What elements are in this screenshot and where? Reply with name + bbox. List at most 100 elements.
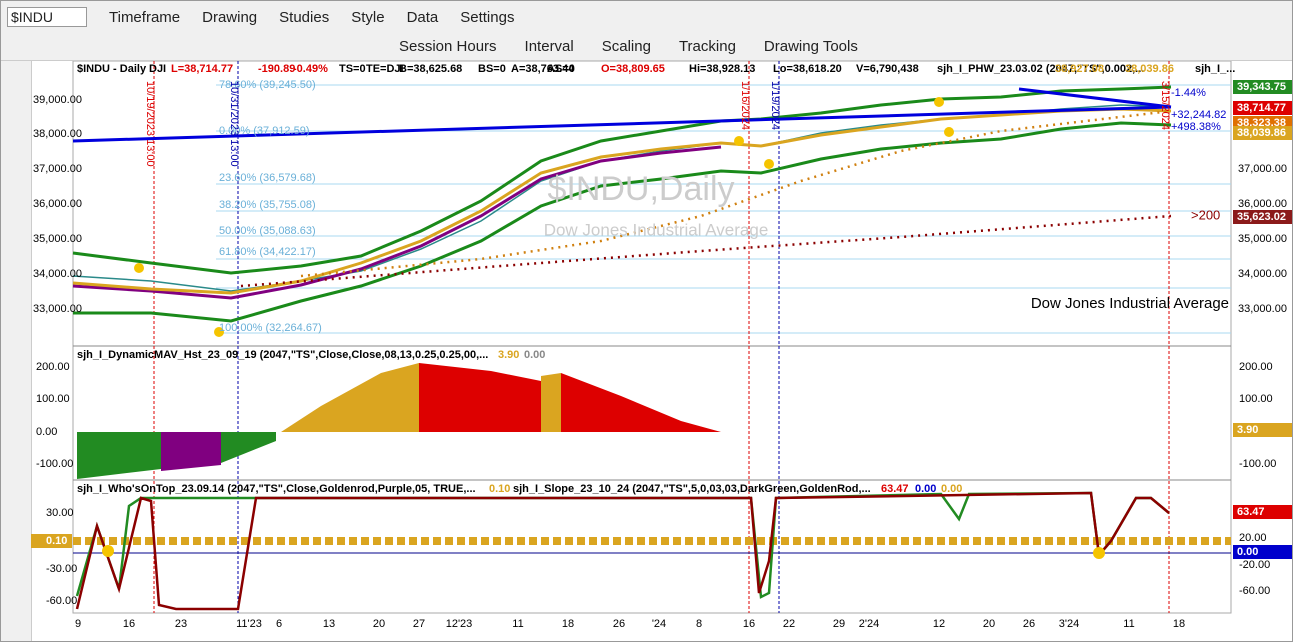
time-label: 9 [75,618,81,630]
axis-label: 20.00 [1239,532,1267,544]
header-text: sjh_I_PHW_23.03.02 (2047,"TS",0.002,... [937,63,1144,75]
second-toolbar: Session Hours Interval Scaling Tracking Draw… [1,33,1292,61]
toolbar-button[interactable]: Timeframe [109,8,181,26]
time-label: 11'23 [236,618,262,630]
header-text: O=38,809.65 [601,63,665,75]
header-text: 38,927.08 [1055,63,1104,75]
axis-label: 37,000.00 [33,163,82,175]
fib-label: 78.60% (39,245.50) [219,79,316,91]
axis-label: 34,000.00 [33,268,82,280]
value-flag [1233,505,1292,519]
session-marker: 1/16/2024 [739,81,751,130]
toolbar-button[interactable]: Data [406,8,439,26]
header-text: 0.10 [489,483,510,495]
value-flag: 0.00 [1237,546,1258,558]
ma-label: >200 [1191,207,1220,222]
time-label: 6 [276,618,282,630]
header-text: V=6,790,438 [856,63,919,75]
toolbar-button[interactable]: Style [351,8,385,26]
axis-label: 35,000.00 [1238,233,1287,245]
value-flag [1233,101,1292,115]
axis-label: 37,000.00 [1238,163,1287,175]
header-text: 0.00 [524,349,545,361]
header-text: L=38,714.77 [171,63,233,75]
time-label: 3'24 [1059,618,1079,630]
time-label: 16 [123,618,135,630]
toolbar-button[interactable]: Tracking [678,38,736,55]
price-flag: 38,323.38 [1237,117,1286,129]
axis-label: 200.00 [1239,361,1273,373]
fib-label: 61.80% (34,422.17) [219,246,316,258]
trend-label: +32,244.82 [1171,109,1226,121]
axis-label: 30.00 [46,507,74,519]
watermark: $INDU,Daily [547,170,734,208]
toolbar-button[interactable]: Scaling [601,38,651,55]
fib-label: 23.60% (36,579.68) [219,172,316,184]
top-toolbar: $INDU Timeframe Drawing Studies Style Data Se… [1,1,1292,34]
header-text: Lo=38,618.20 [773,63,842,75]
value-flag [1233,423,1292,437]
axis-label: 100.00 [36,393,70,405]
axis-label: 33,000.00 [33,303,82,315]
left-tool-rail [1,61,32,641]
axis-label: -20.00 [1239,559,1270,571]
value-flag [1233,126,1292,140]
value-flag [1233,210,1292,224]
toolbar-button[interactable]: Studies [279,8,330,26]
trend-label: -1.44% [1171,87,1206,99]
header-text: 38,039.86 [1125,63,1174,75]
header-text: DJI [149,63,166,75]
time-label: 16 [743,618,755,630]
value-flag [31,534,72,548]
header-text: -190.89 [258,63,295,75]
time-label: 26 [613,618,625,630]
axis-label: -60.00 [1239,585,1270,597]
header-text: sjh_I_... [1195,63,1235,75]
symbol-box[interactable]: $INDU [7,7,87,27]
axis-label: -30.00 [46,563,77,575]
time-label: 20 [983,618,995,630]
time-label: 26 [1023,618,1035,630]
toolbar-button[interactable]: Drawing Tools [763,38,858,55]
axis-label: 34,000.00 [1238,268,1287,280]
time-label: 11 [1123,618,1134,630]
header-text: TE=DJI [366,63,404,75]
header-text: B=38,625.68 [399,63,462,75]
chart-area: $INDU - Daily DJI L=38,714.77 -190.89-0.49%… [31,61,1292,630]
time-label: 12 [933,618,945,630]
time-label: 27 [413,618,425,630]
toolbar-button[interactable]: Drawing [202,8,258,26]
price-flag: 38,714.77 [1237,102,1286,114]
time-label: 29 [833,618,845,630]
fib-label: 0.00% (37,912.59) [219,125,310,137]
time-label: 18 [1173,618,1185,630]
axis-label: 36,000.00 [33,198,82,210]
axis-label: 100.00 [1239,393,1273,405]
toolbar-button[interactable]: Session Hours [399,38,497,55]
fib-label: 100.00% (32,264.67) [219,322,322,334]
time-label: '24 [652,618,666,630]
axis-label: 39,000.00 [33,94,82,106]
header-text: TS=0 [339,63,366,75]
header-text: Hi=38,928.13 [689,63,755,75]
value-flag: 0.10 [46,535,67,547]
header-text: -0.49% [293,63,328,75]
axis-label: 0.00 [36,426,57,438]
session-marker: 10/31/2023 13:00 [228,81,240,167]
header-text: AS=0 [547,63,575,75]
time-label: 22 [783,618,795,630]
toolbar-button[interactable]: Interval [524,38,574,55]
header-text: 3.90 [498,349,519,361]
value-flag: 63.47 [1237,506,1265,518]
value-flag [1233,80,1292,94]
toolbar-button[interactable]: Settings [460,8,515,26]
trend-label: +498.38% [1171,121,1221,133]
fib-label: 38.20% (35,755.08) [219,199,316,211]
axis-label: -100.00 [1239,458,1276,470]
axis-label: -60.00 [46,595,77,607]
axis-label: 35,000.00 [33,233,82,245]
axis-label: 36,000.00 [1238,198,1287,210]
fib-label: 50.00% (35,088.63) [219,225,316,237]
axis-label: 38,000.00 [33,128,82,140]
